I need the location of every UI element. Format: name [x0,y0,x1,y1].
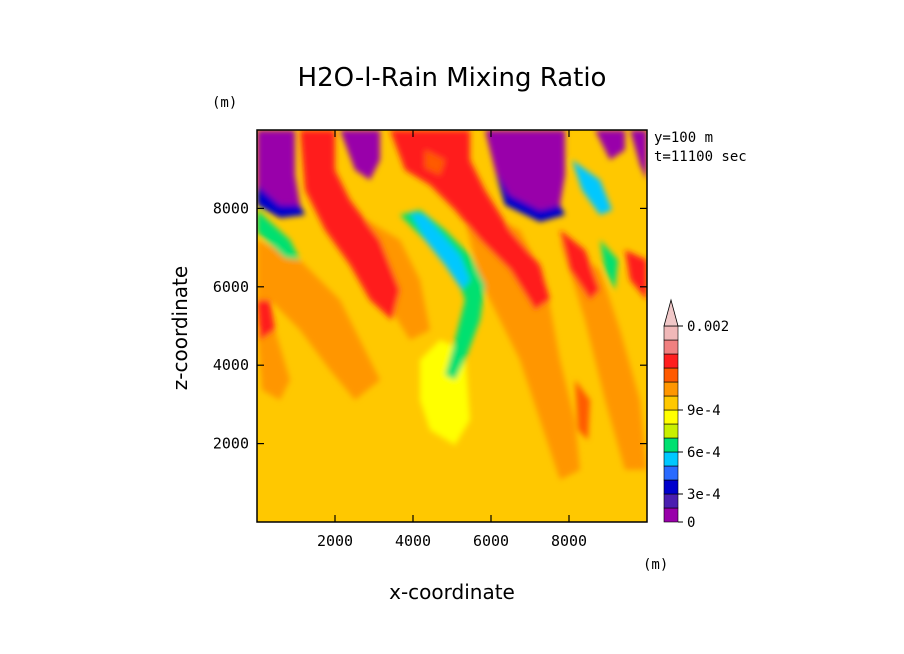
colorbar-segment [663,367,679,383]
colorbar-segment [663,381,679,397]
colorbar-segment [663,465,679,481]
colorbar-label: 9e-4 [687,403,721,419]
colorbar-segment [663,493,679,509]
colorbar-segment [663,437,679,453]
x-tick-label: 6000 [473,532,509,550]
colorbar-extend-arrow [663,298,679,327]
y-tick-label: 6000 [213,278,249,296]
colorbar-segment [663,325,679,341]
x-tick-label: 4000 [395,532,431,550]
x-tick-label: 8000 [551,532,587,550]
y-unit-label: (m) [212,95,237,111]
y-tick-label: 2000 [213,435,249,453]
colorbar-label: 3e-4 [687,487,721,503]
colorbar-label: 6e-4 [687,445,721,461]
y-tick-label: 4000 [213,356,249,374]
annotation-t: t=11100 sec [654,149,747,165]
colorbar-segment [663,395,679,411]
colorbar-label: 0 [687,515,695,531]
colorbar: 0 3e-4 6e-4 9e-4 0.002 [663,298,729,531]
colorbar-segment [663,339,679,355]
chart-title: H2O-l-Rain Mixing Ratio [298,63,607,93]
colorbar-segment [663,451,679,467]
axis-ticks: 2000 4000 6000 8000 2000 4000 6000 8000 [213,130,647,550]
y-axis-label: z-coordinate [168,266,192,390]
contour-field [257,130,647,522]
colorbar-segment [663,423,679,439]
colorbar-label: 0.002 [687,319,729,335]
colorbar-segment [663,507,679,523]
plot-frame [256,129,648,523]
x-tick-label: 2000 [317,532,353,550]
x-axis-label: x-coordinate [389,580,515,604]
colorbar-segment [663,479,679,495]
colorbar-segment [663,353,679,369]
annotation-y: y=100 m [654,130,713,146]
y-tick-label: 8000 [213,199,249,217]
x-unit-label: (m) [643,557,668,573]
colorbar-segment [663,409,679,425]
